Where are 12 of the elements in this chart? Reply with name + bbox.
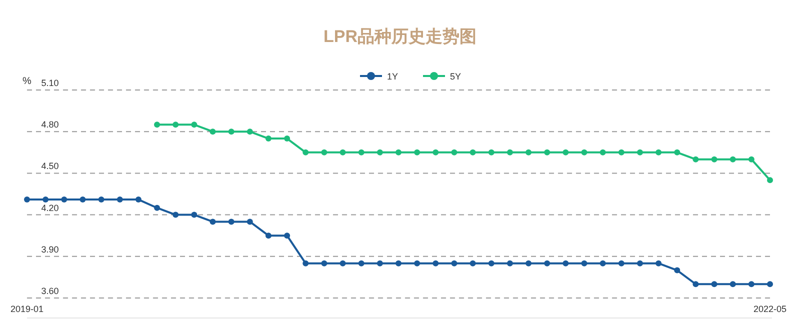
x-tick-label: 2019-01 — [10, 304, 44, 314]
x-tick-label: 2022-05 — [753, 304, 787, 314]
y-tick-label: 3.90 — [41, 244, 59, 254]
y-tick-label: 4.80 — [41, 120, 59, 130]
y-tick-label: 3.60 — [41, 286, 59, 296]
y-tick-label: 4.20 — [41, 202, 59, 213]
y-axis-title: % — [22, 76, 32, 87]
chart-title: LPR品种历史走势图 — [324, 27, 476, 46]
legend-label: 1Y — [387, 72, 398, 82]
legend-label: 5Y — [450, 72, 462, 82]
y-tick-label: 4.50 — [41, 161, 59, 172]
y-tick-label: 5.10 — [41, 78, 59, 88]
